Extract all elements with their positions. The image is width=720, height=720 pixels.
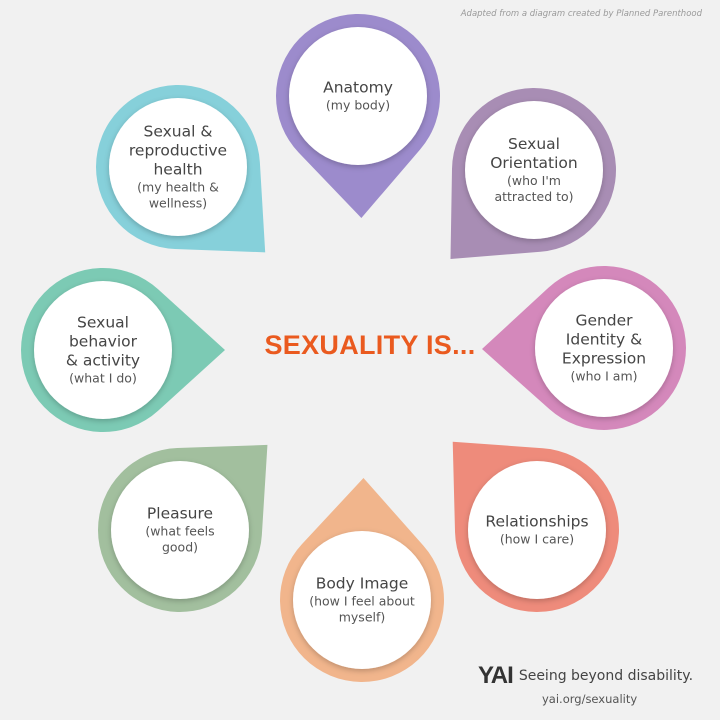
petal-label: Sexual Orientation (who I'm attracted to): [469, 135, 599, 205]
petal-title-line: Identity &: [565, 330, 643, 349]
petal-inner-circle: [111, 461, 249, 599]
attribution-text: Adapted from a diagram created by Planne…: [460, 9, 702, 19]
petal-subtitle-line: (my body): [325, 97, 391, 113]
yai-logo-mark: YAI: [478, 662, 514, 689]
petal-title-line: Relationships: [485, 512, 589, 531]
petal-subtitle-line: (my health &: [137, 179, 219, 195]
center-title: SEXUALITY IS...: [264, 330, 476, 360]
petal-subtitle-line: (what feels: [145, 523, 215, 539]
petal-subtitle-line: (how I care): [499, 531, 575, 547]
petal-title-line: Expression: [561, 349, 647, 368]
petal-title-line: Pleasure: [146, 504, 214, 523]
petal-subtitle-line: good): [161, 539, 199, 555]
petal-title-line: Sexual &: [143, 122, 213, 141]
petal-subtitle-line: (how I feel about: [309, 593, 415, 609]
petal-title-line: & activity: [65, 351, 141, 370]
petal-subtitle-line: (who I'm: [507, 173, 561, 188]
petal-title-line: Body Image: [315, 574, 409, 593]
petal-title-line: Gender: [575, 311, 633, 330]
tagline: Seeing beyond disability.: [518, 668, 694, 684]
website-url: yai.org/sexuality: [542, 692, 638, 706]
petal-inner-circle: [293, 531, 431, 669]
petal-inner-circle: [468, 461, 606, 599]
petal-subtitle-line: attracted to): [494, 189, 574, 204]
petal-label: Pleasure (what feels good): [115, 505, 245, 556]
petal-label: Relationships (how I care): [472, 513, 602, 548]
petal-inner-circle: [34, 281, 172, 419]
yai-logo: YAI Seeing beyond disability.: [478, 662, 693, 690]
petal-label: Anatomy (my body): [293, 79, 423, 114]
petal-label: Gender Identity & Expression (who I am): [539, 312, 669, 385]
petal-label: Body Image (how I feel about myself): [297, 575, 427, 626]
petal-title-line: reproductive: [128, 141, 228, 160]
petal-label: Sexual & reproductive health (my health & we…: [113, 123, 243, 212]
petal-subtitle-line: (who I am): [570, 368, 638, 384]
petal-label: Sexual behavior & activity (what I do): [38, 314, 168, 387]
petal-subtitle-line: (what I do): [69, 370, 137, 386]
petal-inner-circle: [465, 101, 603, 239]
petal-subtitle-line: wellness): [148, 195, 208, 211]
petal-title-line: Orientation: [490, 154, 578, 172]
petal-title-line: health: [153, 160, 203, 179]
petal-inner-circle: [109, 98, 247, 236]
petal-title-line: Sexual: [77, 313, 129, 332]
petal-subtitle-line: myself): [338, 609, 386, 625]
petal-title-line: behavior: [68, 332, 138, 351]
petal-inner-circle: [289, 27, 427, 165]
petal-title-line: Sexual: [508, 135, 560, 153]
petal-inner-circle: [535, 279, 673, 417]
petal-title-line: Anatomy: [323, 78, 393, 97]
